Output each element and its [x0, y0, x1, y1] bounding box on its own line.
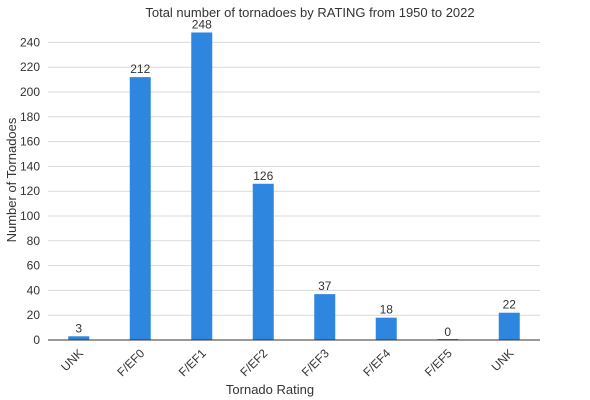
- x-axis-label: Tornado Rating: [226, 382, 314, 397]
- x-tick-label: F/EF3: [299, 346, 332, 379]
- data-label: 37: [318, 279, 332, 293]
- y-tick-label: 20: [27, 308, 41, 322]
- x-tick-label: F/EF1: [176, 346, 209, 379]
- bar: [191, 32, 213, 340]
- x-tick-label: F/EF5: [422, 346, 455, 379]
- data-label: 22: [503, 298, 517, 312]
- bar: [129, 77, 151, 341]
- bar: [375, 317, 397, 340]
- y-tick-label: 220: [20, 60, 40, 74]
- y-tick-label: 180: [20, 110, 40, 124]
- y-tick-label: 120: [20, 184, 40, 198]
- x-tick-labels: UNK F/EF0 F/EF1 F/EF2 F/EF3 F/EF4 F/EF5 UNK: [58, 346, 516, 379]
- data-label: 212: [130, 62, 150, 76]
- data-label: 126: [253, 169, 273, 183]
- y-tick-label: 160: [20, 135, 40, 149]
- chart-title: Total number of tornadoes by RATING from…: [145, 5, 474, 20]
- y-tick-labels: 0 20 40 60 80 100 120 140 160 180 200 220 240: [20, 35, 40, 347]
- bar: [498, 312, 520, 340]
- data-label: 3: [75, 321, 82, 335]
- y-tick-label: 100: [20, 209, 40, 223]
- grid-lines: [48, 41, 540, 316]
- data-label: 18: [380, 303, 394, 317]
- x-tick-label: UNK: [58, 346, 86, 374]
- bars: [68, 32, 520, 341]
- y-tick-label: 240: [20, 35, 40, 49]
- data-label: 0: [444, 325, 451, 339]
- y-tick-label: 0: [33, 333, 40, 347]
- x-tick-label: F/EF0: [114, 346, 147, 379]
- x-tick-label: UNK: [489, 346, 517, 374]
- y-tick-label: 140: [20, 159, 40, 173]
- y-tick-label: 200: [20, 85, 40, 99]
- y-tick-label: 40: [27, 283, 41, 297]
- bar: [252, 183, 274, 340]
- y-axis-label: Number of Tornadoes: [4, 117, 19, 242]
- data-labels: 3 212 248 126 37 18 0 22: [75, 17, 516, 339]
- data-label: 248: [192, 17, 212, 31]
- x-tick-label: F/EF2: [237, 346, 270, 379]
- y-tick-label: 60: [27, 259, 41, 273]
- y-tick-label: 80: [27, 234, 41, 248]
- bar: [68, 336, 90, 340]
- bar: [314, 294, 336, 340]
- x-tick-label: F/EF4: [360, 346, 393, 379]
